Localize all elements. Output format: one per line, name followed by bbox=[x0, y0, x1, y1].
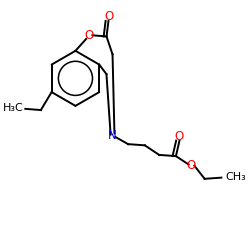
Text: N: N bbox=[108, 129, 117, 142]
Text: O: O bbox=[174, 130, 184, 143]
Text: CH₃: CH₃ bbox=[225, 172, 246, 182]
Text: H₃C: H₃C bbox=[3, 103, 24, 113]
Text: O: O bbox=[104, 10, 114, 23]
Text: O: O bbox=[187, 159, 196, 172]
Text: O: O bbox=[84, 29, 93, 42]
